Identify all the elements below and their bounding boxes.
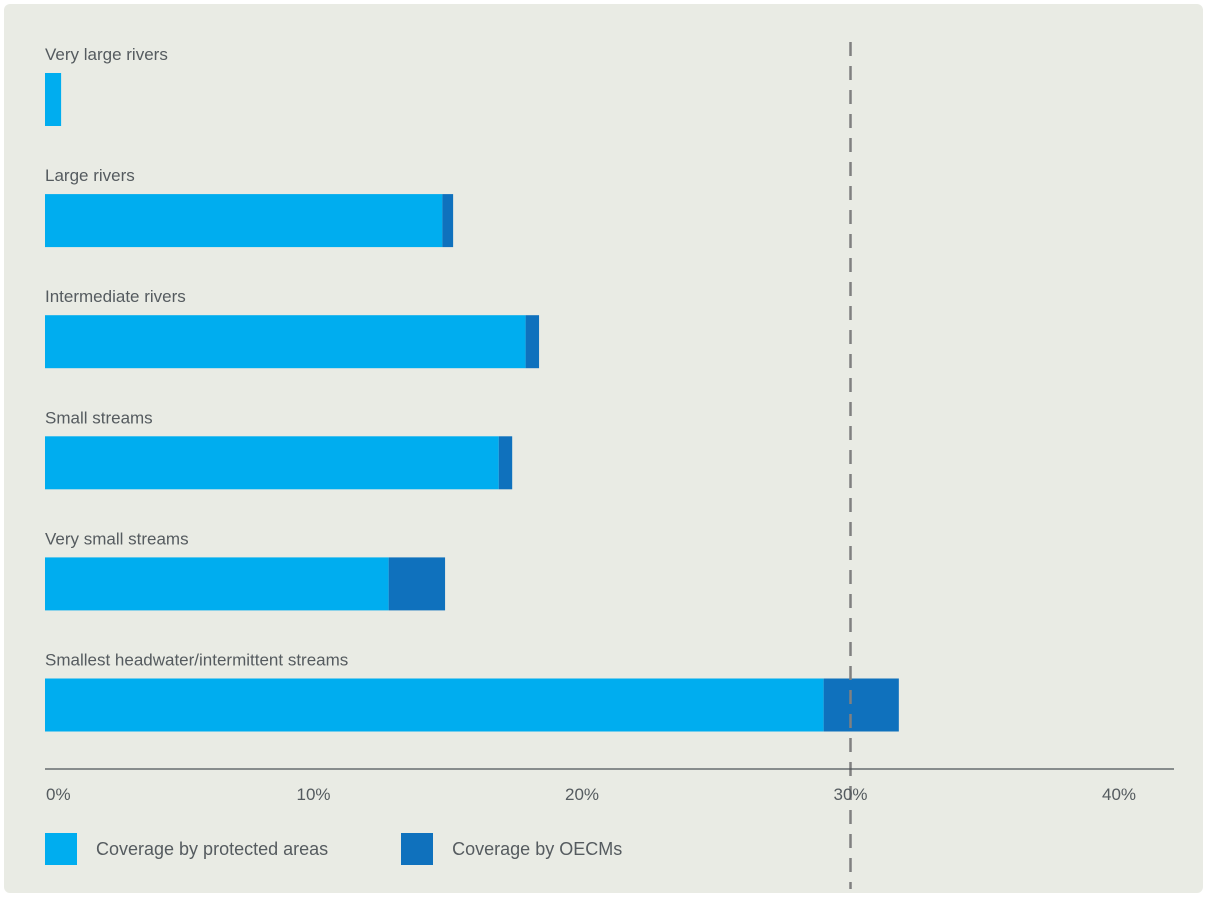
legend-label-oecms: Coverage by OECMs [452,838,623,859]
category-labels-layer: Very large rivers Large rivers Intermediat… [45,45,348,670]
x-tick-label-0: 0% [46,785,71,804]
x-axis: 0% 10% 20% 30% 40% [45,768,1174,804]
x-tick-label-20: 20% [565,785,599,804]
legend-swatch-oecms [401,833,434,865]
bar-coverage-by-oecms-intermediate-rivers [525,315,540,369]
legend-label-protected-areas: Coverage by protected areas [96,838,329,859]
category-label-smallest-headwater-intermittent-streams: Smallest headwater/intermittent streams [45,651,348,670]
bar-coverage-by-protected-areas-very-small-streams [45,557,389,611]
bar-coverage-by-oecms-smallest-headwater-intermittent-streams [823,678,899,732]
legend-swatch-protected-areas [45,833,77,865]
legend-item-oecms: Coverage by OECMs [401,833,622,865]
category-label-intermediate-rivers: Intermediate rivers [45,287,186,306]
bar-coverage-by-oecms-large-rivers [442,194,454,248]
x-tick-label-30: 30% [833,785,867,804]
bar-coverage-by-protected-areas-intermediate-rivers [45,315,526,369]
category-label-very-large-rivers: Very large rivers [45,45,168,64]
legend: Coverage by protected areas Coverage by … [45,832,695,866]
bar-coverage-by-oecms-very-small-streams [388,557,446,611]
legend-item-protected-areas: Coverage by protected areas [45,833,328,865]
bar-coverage-by-oecms-small-streams [498,436,513,490]
chart-panel: Very large rivers Large rivers Intermediat… [4,4,1203,893]
category-label-large-rivers: Large rivers [45,166,135,185]
bar-coverage-by-protected-areas-small-streams [45,436,499,490]
x-tick-label-40: 40% [1102,785,1136,804]
bar-coverage-by-protected-areas-smallest-headwater-intermittent-streams [45,678,824,732]
category-label-very-small-streams: Very small streams [45,529,189,548]
category-label-small-streams: Small streams [45,408,153,427]
x-tick-label-10: 10% [296,785,330,804]
bars-layer [45,73,899,732]
bar-coverage-by-protected-areas-large-rivers [45,194,443,248]
coverage-bar-chart: Very large rivers Large rivers Intermediat… [45,42,1174,889]
bar-coverage-by-protected-areas-very-large-rivers [45,73,62,126]
